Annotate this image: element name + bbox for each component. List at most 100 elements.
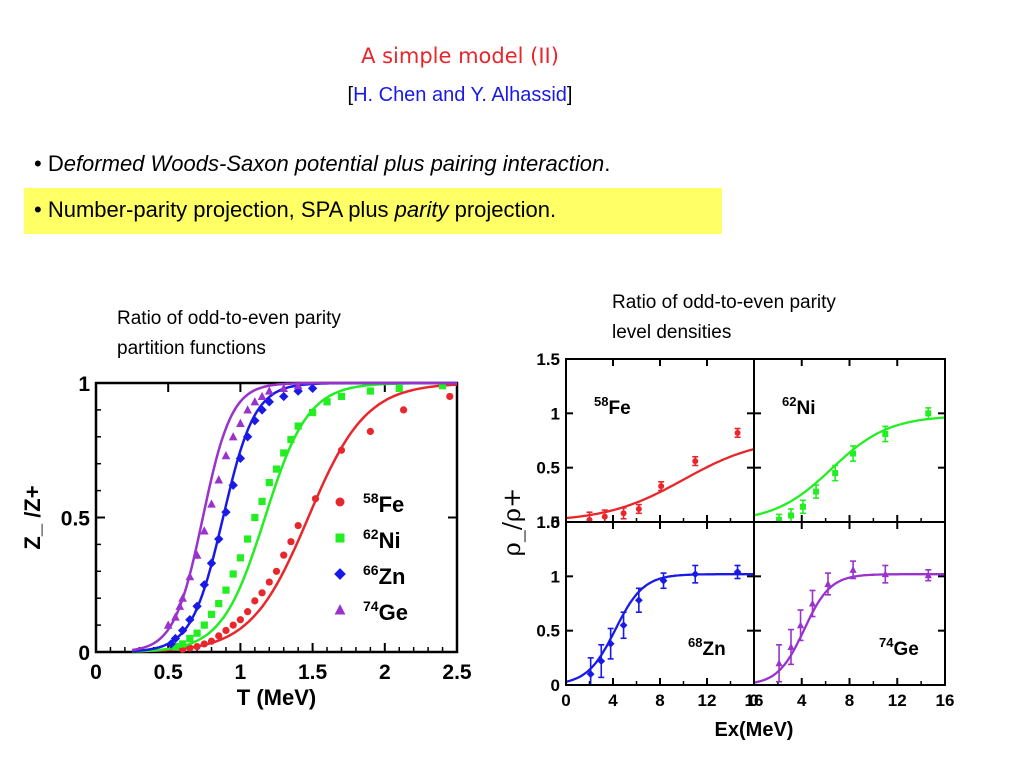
data-point-Zn [597,657,606,665]
y-tick-label: 1 [551,404,560,423]
data-point-Ni [323,398,331,406]
data-point-Zn [619,621,628,630]
data-point-Ge [849,565,857,573]
data-point-Zn [206,558,217,568]
data-point-Ge [250,397,260,406]
data-point-Ni [272,465,281,473]
bracket-open: [ [347,84,354,106]
data-point-Ni [882,430,889,437]
data-point-Ge [808,599,817,607]
data-point-Ni [294,422,302,430]
bullet2-italic: parity [394,197,449,222]
fit-curve-Ge [131,381,457,652]
data-point-Zn [691,570,700,579]
data-point-Zn [634,596,643,605]
data-point-Ge [293,381,303,390]
x-tick-label: 8 [655,691,664,710]
fit-curve-Fe [132,383,458,653]
x-tick-label: 0 [749,691,758,710]
data-point-Ge [214,475,224,484]
data-point-Ge [243,405,252,414]
y-tick-label: 0.5 [536,459,560,478]
data-point-Ge [221,450,231,460]
fit-curve-Ni [754,416,945,517]
data-point-Ni [179,640,187,648]
data-point-Zn [307,383,318,394]
x-tick-label: 4 [608,691,618,710]
data-point-Ge [257,391,267,401]
data-point-Ge [796,621,805,629]
caption-right-line1: Ratio of odd-to-even parity [612,292,836,313]
data-point-Ge [787,643,795,650]
data-point-Fe [258,589,266,597]
y-tick-label: 0.5 [536,622,560,641]
data-point-Zn [214,534,224,544]
data-point-Ni [251,513,259,522]
fit-curve-Zn [132,381,457,653]
bracket-close: ] [566,84,573,106]
data-point-Ni [186,634,194,643]
data-point-Fe [446,392,454,401]
data-point-Ge [775,659,783,667]
data-point-Fe [272,567,281,575]
panel-frame [753,521,946,686]
caption-left-line2: partition functions [117,338,266,359]
data-point-Ni [200,621,208,629]
data-point-Fe [215,632,223,640]
slide-title: A simple model (II) [361,44,559,68]
x-tick-label: 16 [745,691,764,710]
data-point-Ge [178,593,187,602]
data-point-Zn [199,580,209,590]
x-tick-label: 1 [235,661,247,684]
panel-frame [753,358,946,523]
legend-label-Fe: 58Fe [363,490,404,517]
y-tick-label: 0 [78,642,90,665]
data-point-Ni [193,629,201,637]
y-tick-label: 1.5 [536,350,560,369]
x-tick-label: 12 [888,691,907,710]
x-tick-label: 4 [797,691,807,710]
data-point-Ge [236,418,245,427]
data-point-Ge [924,571,932,579]
bullet2-post: projection. [448,197,557,222]
y-axis-label: ρ_/ρ+ [498,488,526,556]
data-point-Ge [228,432,238,441]
panel-frame [565,521,755,686]
author-names: H. Chen and Y. Alhassid [353,84,567,106]
data-point-Ni [832,470,839,477]
y-axis-label-group: Z_ /Z+ [20,485,45,549]
legend-label-Ni: 62Ni [363,526,401,553]
series-Zn [132,381,457,653]
data-point-Zn [659,576,668,585]
x-axis-label: T (MeV) [237,685,316,710]
data-point-Zn [185,615,195,625]
data-point-Ge [199,526,209,535]
data-point-Zn [170,633,181,644]
legend: 58Fe 62Ni 66Zn 74Ge [334,490,408,625]
data-point-Ni [337,392,346,401]
data-point-Ni [207,610,216,618]
data-point-Zn [235,453,246,463]
data-point-Ge [175,601,185,610]
data-point-Ni [236,554,244,562]
data-point-Fe [658,483,665,490]
x-tick-label: 8 [845,691,854,710]
data-point-Fe [193,643,201,651]
data-point-Ni [265,478,273,487]
slide-authors: [H. Chen and Y. Alhassid] [0,84,920,107]
data-point-Fe [244,608,252,616]
x-tick-label: 2 [379,661,391,684]
data-point-Fe [337,446,346,454]
data-point-Ge [192,550,202,559]
data-point-Ge [185,572,195,581]
data-point-Zn [257,405,267,415]
data-point-Ni [366,387,374,395]
x-axis-label: Ex(MeV) [715,719,794,741]
data-point-Zn [228,480,238,490]
data-point-Ni [776,516,783,523]
y-tick-label: 1 [551,567,560,586]
data-point-Zn [166,639,176,649]
caption-level-densities: Ratio of odd-to-even parity level densiti… [612,288,836,348]
data-point-Fe [207,637,216,645]
